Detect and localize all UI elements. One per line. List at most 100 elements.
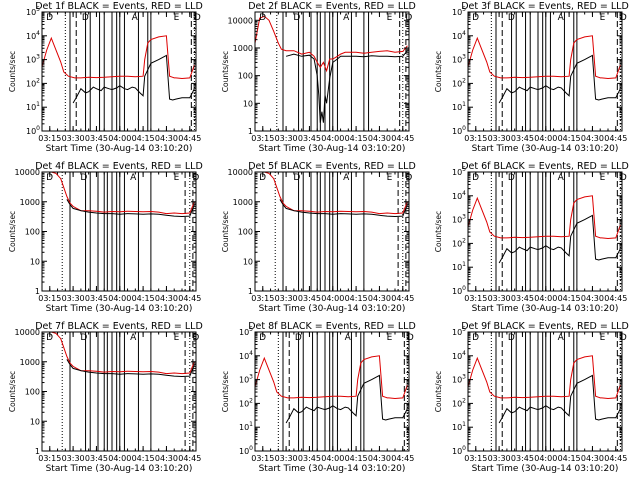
- x-tick-label: 03:30: [275, 454, 298, 463]
- y-tick-label: 103: [452, 54, 466, 65]
- x-tick-label: 04:00: [321, 134, 344, 143]
- x-tick-label: 04:45: [604, 454, 627, 463]
- panel-title: Det 5f BLACK = Events, RED = LLD: [248, 161, 416, 172]
- plot-frame: [254, 11, 410, 132]
- y-tick-label: 100: [238, 228, 253, 237]
- top-marker-label: D: [508, 333, 515, 343]
- x-axis-label: Start Time (30-Aug-14 03:10:20): [46, 464, 193, 474]
- x-tick-label: 04:45: [391, 454, 414, 463]
- x-tick-label: 04:15: [558, 294, 581, 303]
- y-tick-label: 102: [452, 77, 466, 88]
- y-axis-label: Counts/sec: [221, 211, 230, 252]
- panel-title: Det 1f BLACK = Events, RED = LLD: [35, 1, 203, 12]
- y-tick-label: 103: [452, 374, 466, 385]
- x-tick-label: 03:30: [62, 134, 85, 143]
- y-tick-label: 1: [35, 447, 40, 456]
- x-tick-label: 04:15: [345, 134, 368, 143]
- y-tick-label: 10: [30, 417, 40, 426]
- top-marker-label: E: [174, 13, 180, 23]
- y-tick-label: 104: [452, 190, 466, 201]
- x-tick-label: 03:15: [464, 134, 487, 143]
- y-tick-label: 10000: [15, 328, 40, 337]
- x-tick-label: 03:15: [38, 134, 61, 143]
- series-lld: [255, 355, 408, 400]
- x-tick-label: 03:30: [488, 294, 511, 303]
- x-tick-label: 04:30: [581, 294, 604, 303]
- top-marker-label: D: [620, 173, 627, 183]
- panel-title: Det 8f BLACK = Events, RED = LLD: [248, 321, 416, 332]
- x-tick-label: 03:45: [85, 294, 108, 303]
- top-marker-label: D: [293, 173, 300, 183]
- x-tick-label: 04:00: [534, 454, 557, 463]
- x-tick-label: 04:00: [108, 294, 131, 303]
- y-axis-label: Counts/sec: [8, 371, 17, 412]
- x-tick-label: 04:30: [368, 454, 391, 463]
- x-axis-label: Start Time (30-Aug-14 03:10:20): [259, 464, 406, 474]
- panel-title: Det 7f BLACK = Events, RED = LLD: [35, 321, 203, 332]
- top-marker-label: A: [558, 13, 565, 23]
- x-tick-label: 03:15: [464, 454, 487, 463]
- top-marker-label: D: [259, 333, 266, 343]
- plot-frame: [41, 11, 197, 132]
- x-axis-label: Start Time (30-Aug-14 03:10:20): [46, 144, 193, 154]
- y-tick-label: 100: [238, 72, 253, 81]
- plot-frame: [467, 11, 623, 132]
- y-tick-label: 10: [243, 257, 253, 266]
- x-tick-label: 03:15: [251, 294, 274, 303]
- y-tick-label: 100: [452, 125, 466, 136]
- top-marker-label: E: [600, 13, 606, 23]
- y-tick-label: 104: [239, 350, 253, 361]
- top-marker-label: D: [46, 173, 53, 183]
- top-marker-label: A: [132, 13, 139, 23]
- top-marker-label: D: [80, 173, 87, 183]
- x-axis-label: Start Time (30-Aug-14 03:10:20): [259, 144, 406, 154]
- top-marker-label: D: [620, 13, 627, 23]
- x-tick-label: 03:45: [298, 134, 321, 143]
- top-marker-label: D: [472, 333, 479, 343]
- top-marker-label: D: [295, 333, 302, 343]
- top-marker-label: A: [343, 173, 350, 183]
- y-axis-label: Counts/sec: [434, 371, 443, 412]
- panel-title: Det 6f BLACK = Events, RED = LLD: [461, 161, 629, 172]
- x-tick-label: 04:45: [178, 454, 201, 463]
- x-tick-label: 04:15: [345, 294, 368, 303]
- y-tick-label: 101: [452, 261, 466, 272]
- y-tick-label: 104: [452, 30, 466, 41]
- y-axis-label: Counts/sec: [8, 211, 17, 252]
- top-marker-label: D: [472, 13, 479, 23]
- top-marker-label: E: [174, 173, 180, 183]
- x-axis-label: Start Time (30-Aug-14 03:10:20): [472, 464, 619, 474]
- top-marker-label: E: [387, 333, 393, 343]
- plot-frame: [467, 171, 623, 292]
- series-events: [66, 359, 195, 378]
- series-events: [498, 214, 621, 264]
- top-marker-label: A: [343, 13, 350, 23]
- top-marker-label: D: [407, 333, 414, 343]
- x-tick-label: 03:30: [488, 454, 511, 463]
- panel-title: Det 2f BLACK = Events, RED = LLD: [248, 1, 416, 12]
- series-lld: [42, 35, 195, 80]
- x-tick-label: 04:00: [321, 454, 344, 463]
- y-tick-label: 103: [452, 214, 466, 225]
- x-tick-label: 04:15: [345, 454, 368, 463]
- x-tick-label: 04:00: [108, 454, 131, 463]
- y-tick-label: 10000: [228, 16, 253, 25]
- series-events: [285, 374, 408, 424]
- top-marker-label: D: [259, 173, 266, 183]
- y-tick-label: 10: [30, 257, 40, 266]
- series-events: [279, 199, 408, 218]
- series-lld: [468, 35, 621, 80]
- y-tick-label: 1000: [233, 44, 253, 53]
- y-tick-label: 10000: [15, 168, 40, 177]
- top-marker-label: E: [174, 333, 180, 343]
- x-tick-label: 04:45: [178, 294, 201, 303]
- top-marker-label: D: [259, 13, 266, 23]
- series-events: [285, 50, 408, 123]
- top-marker-label: D: [46, 13, 53, 23]
- top-marker-label: D: [46, 333, 53, 343]
